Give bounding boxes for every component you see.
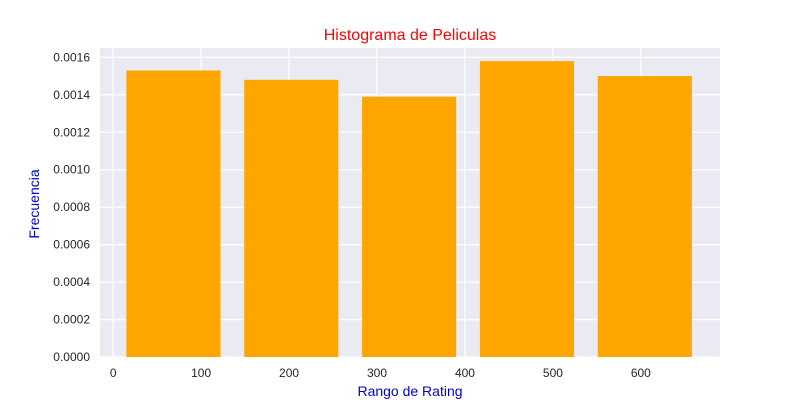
- x-tick-label: 400: [455, 366, 475, 380]
- x-tick-label: 0: [110, 366, 117, 380]
- y-tick-label: 0.0014: [53, 88, 90, 102]
- bar-1: [126, 70, 221, 358]
- y-tick-label: 0.0016: [53, 50, 90, 64]
- y-axis-label: Frecuencia: [26, 169, 42, 238]
- x-axis-label: Rango de Rating: [357, 383, 462, 399]
- y-tick-label: 0.0006: [53, 238, 90, 252]
- y-tick-label: 0.0010: [53, 163, 90, 177]
- bars: [126, 61, 692, 358]
- y-tick-label: 0.0012: [53, 125, 90, 139]
- y-tick-label: 0.0004: [53, 275, 90, 289]
- y-tick-labels: 0.0000 0.0002 0.0004 0.0006 0.0008 0.0010 0.00…: [53, 50, 90, 364]
- y-tick-label: 0.0008: [53, 200, 90, 214]
- x-tick-label: 600: [631, 366, 651, 380]
- bar-2: [244, 79, 339, 357]
- y-tick-label: 0.0002: [53, 313, 90, 327]
- y-tick-label: 0.0000: [53, 350, 90, 364]
- bar-4: [479, 61, 575, 357]
- x-tick-labels: 0 100 200 300 400 500 600: [110, 366, 651, 380]
- x-tick-label: 100: [191, 366, 211, 380]
- chart-title: Histograma de Peliculas: [324, 27, 497, 44]
- x-tick-label: 300: [367, 366, 387, 380]
- bar-5: [597, 76, 692, 357]
- bar-3: [362, 96, 457, 357]
- x-tick-label: 200: [279, 366, 299, 380]
- x-tick-label: 500: [543, 366, 563, 380]
